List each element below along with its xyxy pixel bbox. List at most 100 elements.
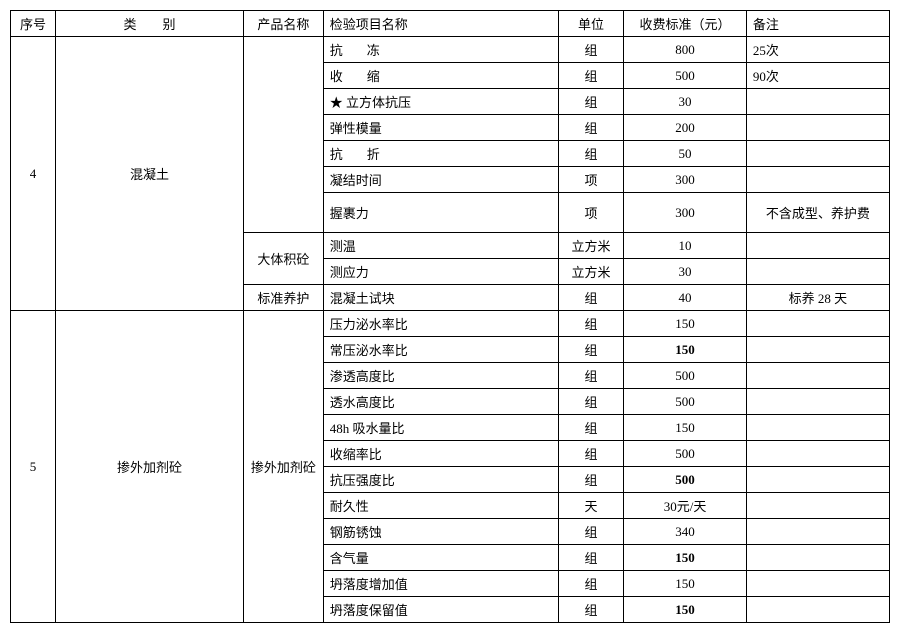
item-cell: 钢筋锈蚀: [323, 519, 558, 545]
item-cell: 混凝土试块: [323, 285, 558, 311]
header-note: 备注: [746, 11, 889, 37]
header-fee: 收费标准（元）: [624, 11, 747, 37]
item-cell: 含气量: [323, 545, 558, 571]
unit-cell: 组: [558, 141, 623, 167]
unit-cell: 项: [558, 167, 623, 193]
unit-cell: 组: [558, 389, 623, 415]
fee-cell: 30: [624, 89, 747, 115]
note-cell: [746, 441, 889, 467]
unit-cell: 组: [558, 467, 623, 493]
unit-cell: 立方米: [558, 259, 623, 285]
item-cell: 弹性模量: [323, 115, 558, 141]
item-cell: 抗压强度比: [323, 467, 558, 493]
item-cell: 收缩: [323, 63, 558, 89]
item-cell: 抗折: [323, 141, 558, 167]
unit-cell: 组: [558, 89, 623, 115]
table-row: 5 掺外加剂砼 掺外加剂砼 压力泌水率比 组 150: [11, 311, 890, 337]
note-cell: 25次: [746, 37, 889, 63]
note-cell: [746, 259, 889, 285]
fee-cell: 40: [624, 285, 747, 311]
fee-cell: 500: [624, 467, 747, 493]
note-cell: [746, 337, 889, 363]
product-cell: 大体积砼: [244, 233, 324, 285]
unit-cell: 组: [558, 597, 623, 623]
unit-cell: 组: [558, 545, 623, 571]
item-cell: 常压泌水率比: [323, 337, 558, 363]
item-cell: 48h 吸水量比: [323, 415, 558, 441]
note-cell: [746, 363, 889, 389]
product-cell: 掺外加剂砼: [244, 311, 324, 623]
unit-cell: 组: [558, 415, 623, 441]
category-cell: 掺外加剂砼: [55, 311, 243, 623]
fee-cell: 340: [624, 519, 747, 545]
unit-cell: 组: [558, 115, 623, 141]
note-cell: [746, 311, 889, 337]
fee-cell: 30: [624, 259, 747, 285]
unit-cell: 组: [558, 37, 623, 63]
fee-cell: 300: [624, 167, 747, 193]
item-cell: 收缩率比: [323, 441, 558, 467]
unit-cell: 天: [558, 493, 623, 519]
note-cell: [746, 233, 889, 259]
item-cell: 渗透高度比: [323, 363, 558, 389]
item-cell: 耐久性: [323, 493, 558, 519]
item-cell: 凝结时间: [323, 167, 558, 193]
fee-cell: 50: [624, 141, 747, 167]
item-cell: 坍落度保留值: [323, 597, 558, 623]
unit-cell: 组: [558, 337, 623, 363]
table-row: 4 混凝土 抗冻 组 800 25次: [11, 37, 890, 63]
note-cell: [746, 545, 889, 571]
unit-cell: 组: [558, 311, 623, 337]
note-cell: [746, 167, 889, 193]
fee-cell: 30元/天: [624, 493, 747, 519]
item-cell: 压力泌水率比: [323, 311, 558, 337]
fee-cell: 150: [624, 337, 747, 363]
unit-cell: 项: [558, 193, 623, 233]
fee-cell: 150: [624, 597, 747, 623]
item-cell: 坍落度增加值: [323, 571, 558, 597]
note-cell: [746, 467, 889, 493]
category-cell: 混凝土: [55, 37, 243, 311]
fee-cell: 150: [624, 311, 747, 337]
product-cell: 标准养护: [244, 285, 324, 311]
note-cell: [746, 493, 889, 519]
unit-cell: 组: [558, 571, 623, 597]
note-cell: [746, 597, 889, 623]
header-category: 类 别: [55, 11, 243, 37]
note-cell: [746, 115, 889, 141]
item-cell: 握裹力: [323, 193, 558, 233]
unit-cell: 组: [558, 285, 623, 311]
seq-cell: 5: [11, 311, 56, 623]
unit-cell: 组: [558, 363, 623, 389]
fee-cell: 200: [624, 115, 747, 141]
unit-cell: 组: [558, 63, 623, 89]
unit-cell: 立方米: [558, 233, 623, 259]
note-cell: 不含成型、养护费: [746, 193, 889, 233]
fee-cell: 500: [624, 389, 747, 415]
note-cell: [746, 89, 889, 115]
note-cell: [746, 571, 889, 597]
item-cell: 测温: [323, 233, 558, 259]
note-cell: [746, 415, 889, 441]
unit-cell: 组: [558, 519, 623, 545]
pricing-table: 序号 类 别 产品名称 检验项目名称 单位 收费标准（元） 备注 4 混凝土 抗…: [10, 10, 890, 623]
header-product: 产品名称: [244, 11, 324, 37]
fee-cell: 500: [624, 441, 747, 467]
note-cell: 90次: [746, 63, 889, 89]
fee-cell: 150: [624, 415, 747, 441]
fee-cell: 500: [624, 363, 747, 389]
unit-cell: 组: [558, 441, 623, 467]
note-cell: [746, 389, 889, 415]
item-cell: 抗冻: [323, 37, 558, 63]
fee-cell: 150: [624, 571, 747, 597]
note-cell: [746, 141, 889, 167]
product-cell: [244, 37, 324, 233]
fee-cell: 300: [624, 193, 747, 233]
note-cell: [746, 519, 889, 545]
fee-cell: 800: [624, 37, 747, 63]
fee-cell: 10: [624, 233, 747, 259]
item-cell: ★ 立方体抗压: [323, 89, 558, 115]
fee-cell: 150: [624, 545, 747, 571]
seq-cell: 4: [11, 37, 56, 311]
header-unit: 单位: [558, 11, 623, 37]
